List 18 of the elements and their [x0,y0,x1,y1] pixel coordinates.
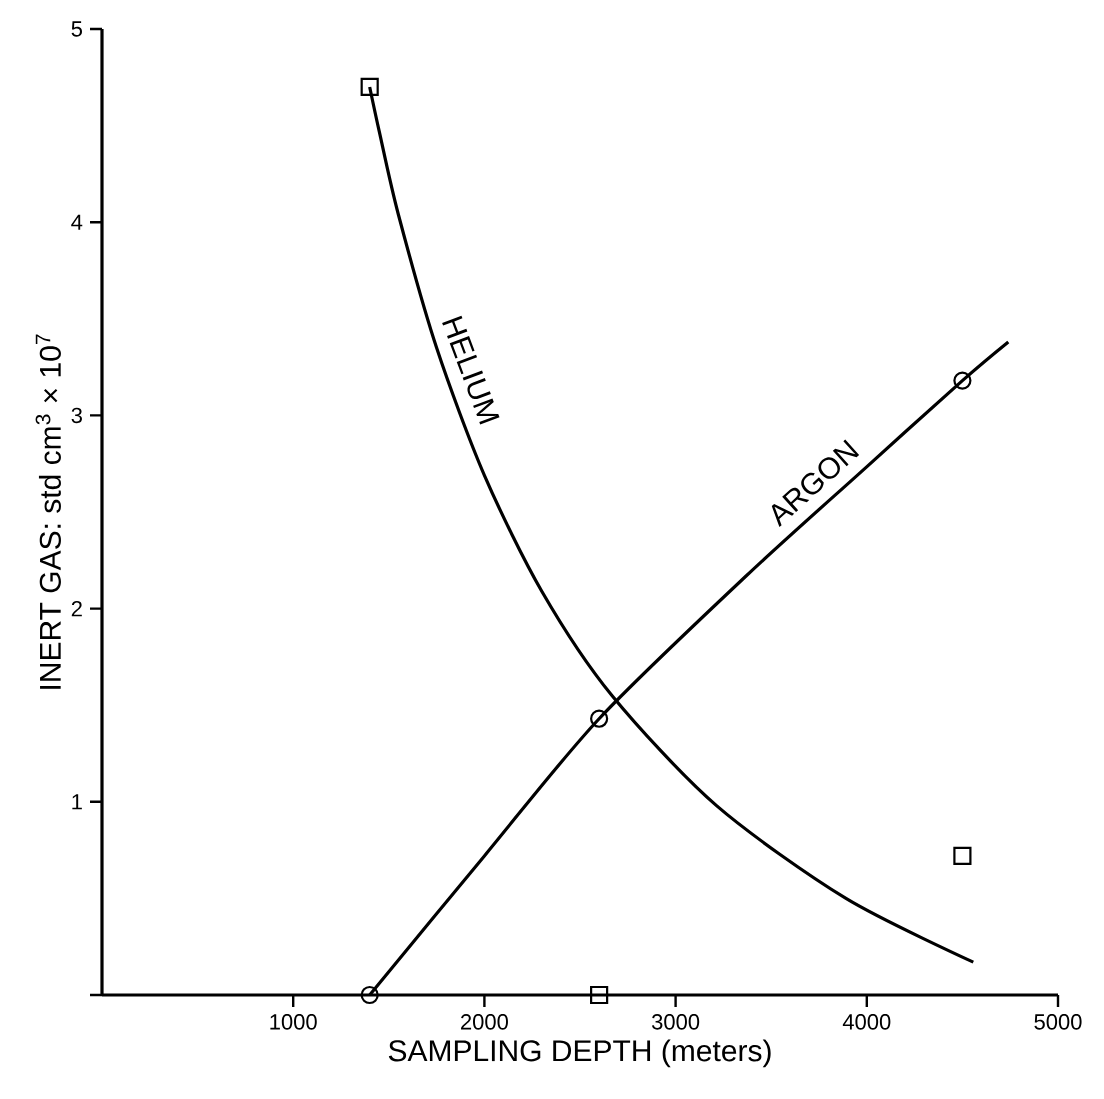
x-tick-label: 5000 [1034,1014,1082,1030]
point [953,371,972,390]
point [360,77,379,97]
y-axis-title: INERT GAS: std cm$^{3}$ × 10$^{7}$ [35,334,61,689]
y-tick-label: 1 [72,794,82,810]
y-tick-label: 3 [71,407,82,424]
x-tick-label: 1000 [270,1014,317,1030]
point [590,985,609,1005]
x-axis-title: SAMPLING DEPTH (meters) [388,1039,771,1068]
x-tick-label: 3000 [651,1014,700,1030]
y-tick-label: 4 [71,214,83,230]
x-tick-label: 4000 [842,1014,891,1030]
point [360,985,379,1005]
x-tick-label: 2000 [461,1014,508,1030]
y-tick-label: 5 [71,21,82,37]
point [953,846,972,865]
y-tick-label: 2 [71,600,82,617]
point [590,709,609,728]
